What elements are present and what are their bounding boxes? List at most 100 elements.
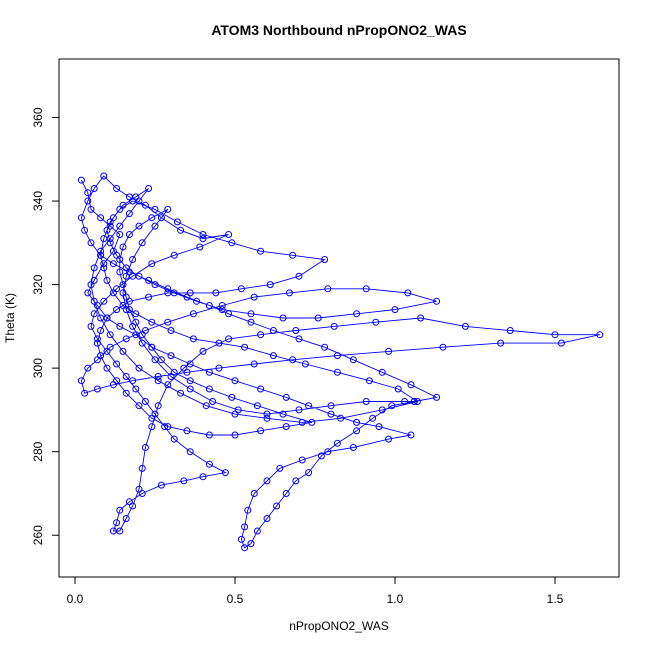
data-point [327, 410, 335, 418]
data-point [154, 402, 162, 410]
data-point [269, 352, 277, 360]
data-point [298, 456, 306, 464]
data-point [196, 243, 204, 251]
data-point [199, 347, 207, 355]
data-point [116, 231, 124, 238]
data-point [193, 297, 201, 305]
data-point [164, 381, 172, 389]
y-tick-label: 360 [31, 107, 45, 127]
data-point [145, 293, 153, 301]
data-point [186, 360, 194, 368]
data-point [129, 322, 137, 330]
data-point [97, 214, 105, 222]
data-point [596, 331, 604, 339]
data-point [321, 343, 329, 351]
y-tick-label: 300 [31, 358, 45, 378]
data-point [231, 431, 239, 439]
data-point [164, 289, 172, 297]
data-point [321, 256, 329, 263]
data-point [407, 431, 415, 439]
data-point [148, 318, 156, 326]
data-point [103, 226, 111, 234]
data-point [305, 469, 313, 477]
data-point [151, 222, 159, 230]
data-point [202, 402, 210, 410]
data-point [205, 302, 213, 309]
data-point [151, 205, 159, 213]
data-point [333, 368, 341, 376]
x-tick-label: 1.5 [547, 592, 564, 606]
data-point [135, 402, 143, 410]
data-point [305, 402, 313, 410]
data-point [129, 502, 137, 510]
data-point [375, 423, 383, 431]
data-point [138, 464, 146, 472]
data-point [138, 339, 146, 347]
data-point [90, 310, 98, 318]
data-point [129, 377, 137, 385]
data-point [372, 318, 380, 326]
data-point [141, 201, 149, 209]
data-point [263, 515, 271, 522]
data-point [407, 381, 415, 389]
data-point [77, 377, 85, 385]
data-point [404, 289, 412, 297]
data-point [253, 527, 261, 535]
data-point [349, 356, 357, 364]
data-point [100, 297, 108, 305]
data-point [154, 373, 162, 380]
data-point [349, 444, 357, 451]
data-point [119, 281, 127, 289]
data-point [87, 281, 95, 289]
data-point [157, 214, 165, 222]
data-point [215, 339, 223, 347]
data-point [170, 435, 178, 443]
data-point [186, 385, 194, 393]
series-layer [77, 172, 604, 552]
data-point [317, 452, 325, 460]
data-point [209, 398, 217, 405]
data-point [205, 431, 213, 439]
data-point [289, 251, 297, 259]
data-point [282, 393, 290, 401]
data-point [119, 347, 127, 355]
data-point [180, 477, 188, 485]
data-point [385, 435, 393, 443]
data-point [551, 331, 559, 339]
data-point [417, 314, 425, 322]
data-point [362, 398, 370, 405]
data-point [506, 327, 514, 334]
data-point [103, 364, 111, 372]
data-point [282, 490, 290, 497]
data-point [237, 535, 245, 543]
data-point [333, 352, 341, 360]
data-point [378, 368, 386, 376]
data-point [135, 272, 143, 280]
data-point [77, 214, 85, 222]
x-tick-label: 0.5 [227, 592, 244, 606]
data-point [132, 385, 140, 393]
data-point [324, 448, 332, 456]
data-point [97, 247, 105, 255]
data-point [135, 485, 143, 493]
data-point [279, 410, 287, 418]
data-point [167, 373, 175, 380]
data-point [116, 268, 124, 276]
data-point [263, 477, 271, 485]
data-point [183, 427, 191, 435]
data-point [116, 506, 124, 514]
data-point [247, 310, 255, 318]
data-point [106, 343, 114, 351]
data-point [433, 297, 441, 305]
data-point [388, 402, 396, 410]
x-axis: 0.0 0.5 1.0 1.5 [67, 576, 564, 606]
data-point [263, 414, 271, 422]
data-point [84, 289, 92, 297]
data-point [148, 423, 156, 431]
data-point [145, 276, 153, 284]
data-point [125, 210, 133, 218]
data-point [205, 385, 213, 393]
data-point [330, 322, 338, 330]
data-point [151, 281, 159, 289]
